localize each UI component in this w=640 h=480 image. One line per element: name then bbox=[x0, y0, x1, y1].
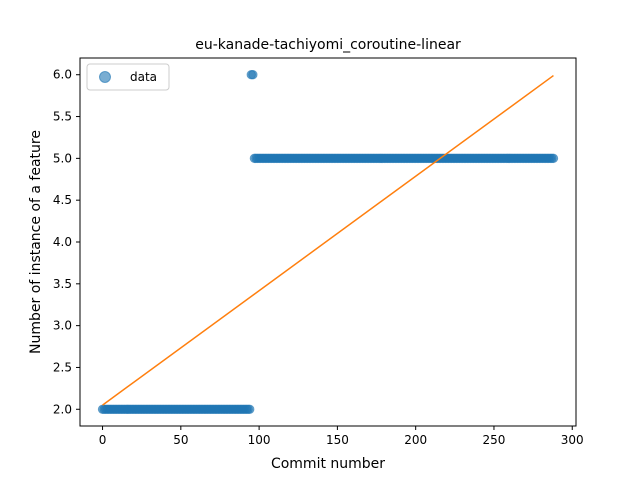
y-axis-label: Number of instance of a feature bbox=[28, 130, 44, 354]
axes-frame bbox=[79, 57, 577, 427]
y-tick-label: 2.5 bbox=[53, 360, 72, 374]
x-tick-label: 100 bbox=[248, 433, 271, 447]
plot-area bbox=[97, 70, 559, 414]
data-point bbox=[248, 70, 258, 80]
y-tick-label: 5.0 bbox=[53, 151, 72, 165]
x-tick-label: 150 bbox=[326, 433, 349, 447]
y-tick-label: 4.5 bbox=[53, 193, 72, 207]
y-tick-label: 2.0 bbox=[53, 402, 72, 416]
legend-box bbox=[86, 63, 170, 91]
data-point bbox=[245, 404, 255, 414]
legend-marker-data bbox=[99, 71, 111, 83]
y-tick-label: 3.0 bbox=[53, 319, 72, 333]
y-tick-label: 3.5 bbox=[53, 277, 72, 291]
fit-line bbox=[102, 74, 554, 406]
x-tick-label: 250 bbox=[483, 433, 506, 447]
y-tick-label: 5.5 bbox=[53, 110, 72, 124]
x-tick-label: 300 bbox=[561, 433, 584, 447]
chart-title: eu-kanade-tachiyomi_coroutine-linear bbox=[195, 37, 461, 53]
x-tick-label: 200 bbox=[404, 433, 427, 447]
x-axis-label: Commit number bbox=[271, 456, 385, 472]
axis-ticks: 0 50 100 150 200 250 300 2.0 2.5 3.0 3.5 4.0 4.5 5.0 5… bbox=[53, 68, 584, 447]
data-point bbox=[548, 153, 559, 164]
legend-label-data: data bbox=[130, 70, 157, 84]
x-tick-label: 0 bbox=[99, 433, 107, 447]
legend: data bbox=[86, 63, 170, 91]
x-tick-label: 50 bbox=[173, 433, 188, 447]
y-tick-label: 4.0 bbox=[53, 235, 72, 249]
y-tick-label: 6.0 bbox=[53, 68, 72, 82]
